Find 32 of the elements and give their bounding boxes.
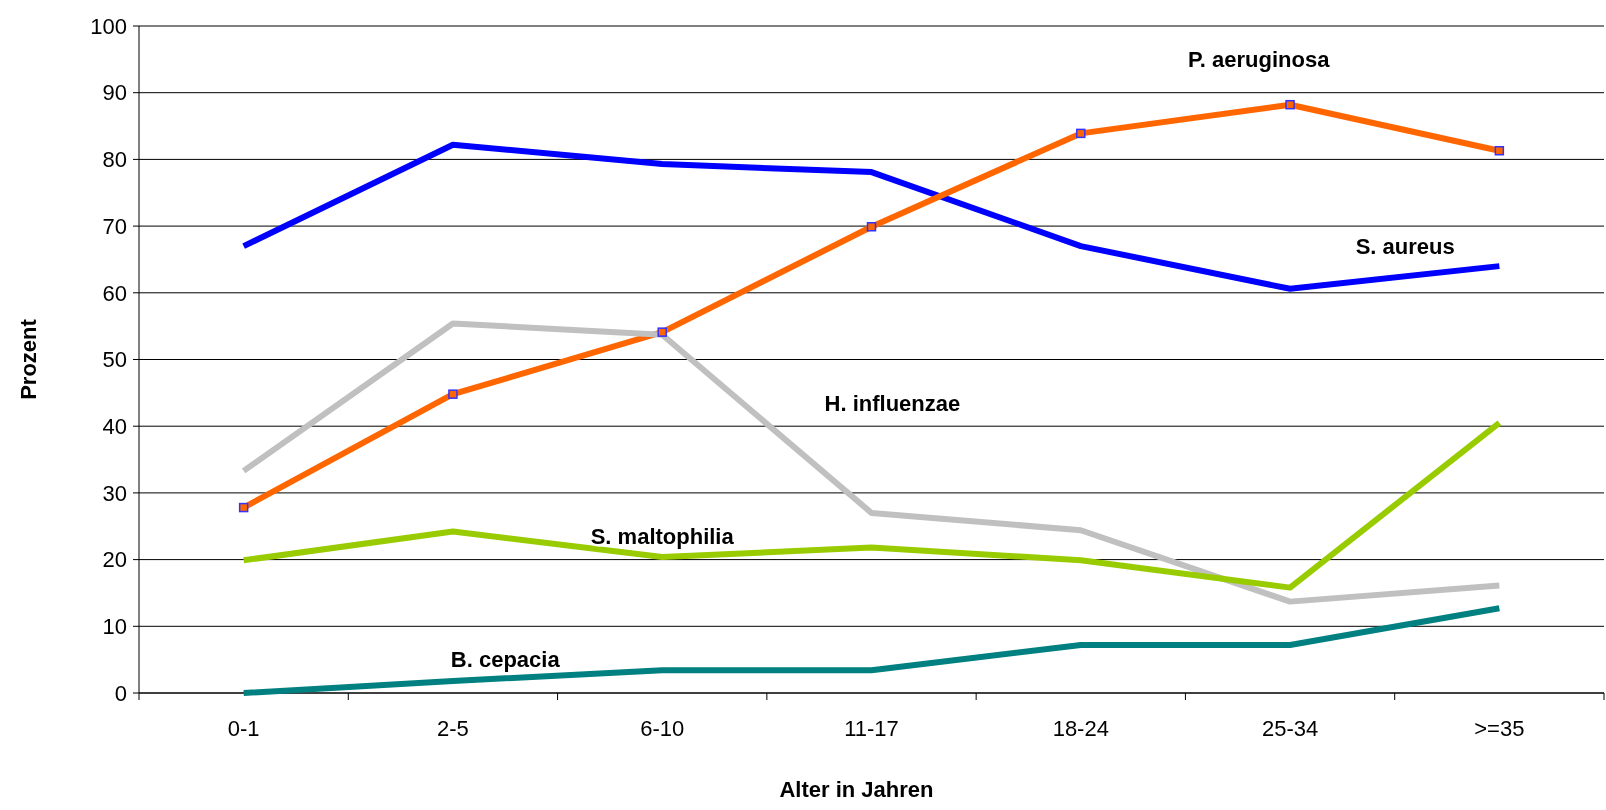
y-tick-label: 80 bbox=[102, 147, 127, 173]
point bbox=[238, 502, 249, 513]
y-tick-label: 50 bbox=[102, 347, 127, 373]
y-tick-label: 40 bbox=[102, 413, 127, 439]
x-tick-label: 25-34 bbox=[1261, 716, 1319, 741]
y-tick-label: 60 bbox=[102, 280, 127, 306]
series-label: H. influenzae bbox=[824, 390, 961, 416]
x-tick-label: 11-17 bbox=[844, 716, 899, 741]
series-label: P. aeruginosa bbox=[1187, 47, 1331, 73]
x-tick-label: >=35 bbox=[1474, 716, 1525, 741]
point bbox=[866, 222, 877, 232]
y-tick-label: 0 bbox=[114, 680, 127, 706]
y-tick-label: 10 bbox=[102, 614, 127, 639]
series-label: B. cepacia bbox=[450, 647, 561, 673]
y-tick-label: 90 bbox=[102, 80, 127, 106]
point bbox=[1494, 145, 1505, 156]
series-label: S. maltophilia bbox=[590, 523, 735, 549]
x-tick-label: 6-10 bbox=[640, 716, 685, 741]
x-tick-label: 0-1 bbox=[227, 716, 260, 741]
x-axis-title: Alter in Jahren bbox=[779, 777, 934, 802]
y-tick-label: 100 bbox=[90, 13, 127, 39]
point bbox=[1076, 128, 1086, 139]
x-tick-label: 18-24 bbox=[1052, 716, 1109, 741]
point bbox=[657, 327, 667, 337]
x-tick-label: 2-5 bbox=[437, 716, 469, 741]
y-axis-title: Prozent bbox=[16, 318, 41, 400]
y-tick-label: 20 bbox=[102, 547, 127, 573]
point bbox=[448, 389, 458, 399]
point bbox=[1285, 99, 1295, 110]
y-tick-label: 30 bbox=[102, 480, 127, 506]
series-label: S. aureus bbox=[1355, 233, 1455, 259]
y-tick-label: 70 bbox=[102, 213, 127, 239]
